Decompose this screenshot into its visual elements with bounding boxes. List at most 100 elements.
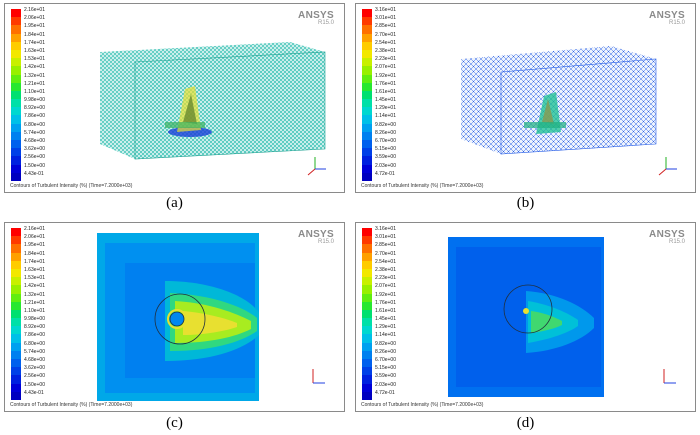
- logo-release: R15.0: [317, 20, 334, 26]
- legend-swatch: [362, 334, 372, 343]
- legend-entry: 2.85e+01: [362, 23, 406, 34]
- legend-value: 5.74e+00: [24, 129, 45, 136]
- legend-entry: 3.16e+01: [362, 7, 406, 18]
- legend-entry: 6.80e+00: [11, 341, 55, 351]
- legend-entry: 2.54e+01: [362, 39, 406, 50]
- legend-value: 1.74e+01: [24, 39, 45, 46]
- legend-value: 1.61e+01: [375, 88, 396, 95]
- legend-value: 2.54e+01: [375, 258, 396, 265]
- legend-entry: 3.62e+00: [11, 365, 55, 376]
- legend-value: 1.92e+01: [375, 291, 396, 298]
- legend-swatch: [362, 74, 372, 83]
- logo-name: ANSYS: [298, 10, 334, 21]
- legend-entry: 9.98e+00: [11, 316, 55, 327]
- legend-value: 6.70e+00: [375, 357, 396, 363]
- legend-swatch: [362, 33, 372, 42]
- legend-value: 1.76e+01: [375, 299, 396, 306]
- legend-entry: 4.43e-01: [11, 389, 55, 400]
- legend-swatch: [11, 326, 21, 335]
- legend-entry: 1.32e+01: [11, 292, 55, 302]
- legend-entry: 1.92e+01: [362, 291, 406, 302]
- legend-entry: 5.74e+00: [11, 129, 55, 140]
- legend-swatch: [11, 74, 21, 83]
- legend-entry: 2.16e+01: [11, 226, 55, 237]
- legend-value: 1.63e+01: [24, 266, 45, 273]
- color-legend: 3.16e+01 3.01e+01 2.85e+01 2.70e+01 2.54e+01…: [362, 7, 406, 181]
- legend-swatch: [11, 9, 21, 18]
- legend-value: 1.21e+01: [24, 299, 45, 306]
- legend-value: 2.85e+01: [375, 242, 396, 249]
- legend-swatch: [11, 41, 21, 50]
- legend-value: 4.68e+00: [24, 357, 45, 363]
- legend-value: 8.26e+00: [375, 129, 396, 136]
- legend-value: 2.06e+01: [24, 15, 45, 22]
- legend-entry: 5.15e+00: [362, 146, 406, 157]
- legend-entry: 8.26e+00: [362, 129, 406, 140]
- legend-swatch: [11, 367, 21, 376]
- legend-entry: 2.07e+01: [362, 283, 406, 294]
- legend-swatch: [11, 260, 21, 269]
- legend-swatch: [362, 236, 372, 245]
- legend-value: 5.74e+00: [24, 348, 45, 355]
- legend-entry: 1.92e+01: [362, 73, 406, 83]
- cfd-contour-topview: [97, 233, 259, 401]
- legend-value: 8.26e+00: [375, 348, 396, 355]
- axis-triad-icon: [658, 157, 677, 176]
- legend-entry: 7.86e+00: [11, 332, 55, 343]
- legend-value: 1.45e+01: [375, 97, 396, 104]
- legend-value: 1.14e+01: [375, 113, 396, 120]
- panel-b: 3.16e+01 3.01e+01 2.85e+01 2.70e+01 2.54e+01…: [355, 3, 696, 193]
- legend-entry: 1.21e+01: [11, 299, 55, 310]
- legend-entry: 6.80e+00: [11, 122, 55, 132]
- legend-value: 2.54e+01: [375, 39, 396, 46]
- legend-value: 3.16e+01: [375, 7, 396, 13]
- legend-swatch: [362, 172, 372, 181]
- legend-value: 1.14e+01: [375, 332, 396, 339]
- legend-value: 2.23e+01: [375, 56, 396, 63]
- legend-entry: 3.01e+01: [362, 15, 406, 26]
- legend-entry: 8.92e+00: [11, 105, 55, 116]
- legend-entry: 2.03e+00: [362, 163, 406, 173]
- legend-swatch: [11, 293, 21, 302]
- legend-value: 4.43e-01: [24, 389, 44, 396]
- ansys-logo: ANSYS R15.0: [298, 229, 334, 245]
- legend-entry: 1.63e+01: [11, 266, 55, 278]
- legend-value: 9.98e+00: [24, 97, 45, 104]
- legend-swatch: [362, 268, 372, 278]
- legend-entry: 1.29e+01: [362, 105, 406, 116]
- legend-swatch: [362, 244, 372, 253]
- legend-swatch: [362, 49, 372, 59]
- legend-value: 4.72e-01: [375, 389, 395, 396]
- legend-entry: 8.92e+00: [11, 324, 55, 335]
- legend-entry: 2.23e+01: [362, 275, 406, 286]
- legend-value: 1.95e+01: [24, 23, 45, 30]
- legend-entry: 1.74e+01: [11, 259, 55, 269]
- color-legend: 2.16e+01 2.06e+01 1.95e+01 1.84e+01 1.74e+01…: [11, 7, 55, 181]
- plot-footer: Contours of Turbulent Intensity (%) (Tim…: [361, 183, 484, 189]
- legend-swatch: [362, 90, 372, 100]
- legend-value: 1.29e+01: [375, 105, 396, 112]
- legend-value: 3.16e+01: [375, 226, 396, 232]
- legend-entry: 1.45e+01: [362, 316, 406, 327]
- legend-value: 9.98e+00: [24, 316, 45, 323]
- legend-swatch: [362, 391, 372, 400]
- logo-name: ANSYS: [649, 10, 685, 21]
- legend-value: 2.38e+01: [375, 47, 396, 54]
- legend-entry: 4.72e-01: [362, 389, 406, 400]
- cfd-render-3d: [100, 42, 326, 160]
- legend-entry: 2.06e+01: [11, 234, 55, 245]
- legend-swatch: [11, 342, 21, 351]
- ansys-logo: ANSYS R15.0: [298, 10, 334, 26]
- panel-d: 3.16e+01 3.01e+01 2.85e+01 2.70e+01 2.54e+01…: [355, 222, 696, 412]
- legend-value: 7.86e+00: [24, 113, 45, 120]
- legend-swatch: [11, 140, 21, 149]
- legend-value: 9.82e+00: [375, 121, 396, 128]
- legend-value: 2.70e+01: [375, 31, 396, 38]
- legend-entry: 3.01e+01: [362, 234, 406, 245]
- legend-value: 2.06e+01: [24, 234, 45, 241]
- legend-swatch: [11, 383, 21, 392]
- legend-value: 2.16e+01: [24, 226, 45, 232]
- caption-c: (c): [166, 415, 183, 431]
- legend-swatch: [362, 318, 372, 327]
- legend-entry: 1.29e+01: [362, 324, 406, 335]
